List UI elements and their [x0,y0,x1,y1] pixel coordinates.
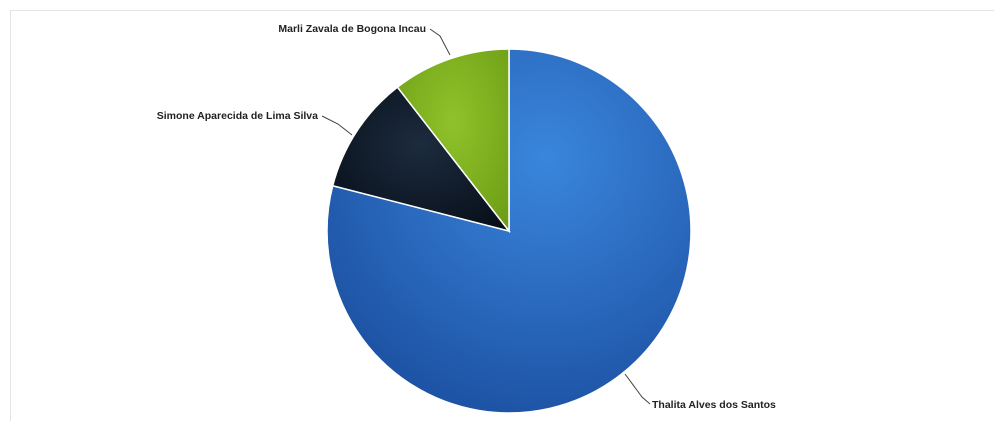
chart-frame [10,10,994,421]
slice-label-simone: Simone Aparecida de Lima Silva [157,110,318,122]
pie-slice-thalita[interactable] [326,48,692,414]
leader-line-marli [429,28,451,56]
leader-line-thalita [624,373,651,405]
leader-line-simone [321,115,353,136]
slice-label-thalita: Thalita Alves dos Santos [652,399,776,411]
pie-slice-marli[interactable] [396,48,510,234]
slice-label-marli: Marli Zavala de Bogona Incau [278,23,426,35]
pie-slice-simone[interactable] [331,86,511,233]
